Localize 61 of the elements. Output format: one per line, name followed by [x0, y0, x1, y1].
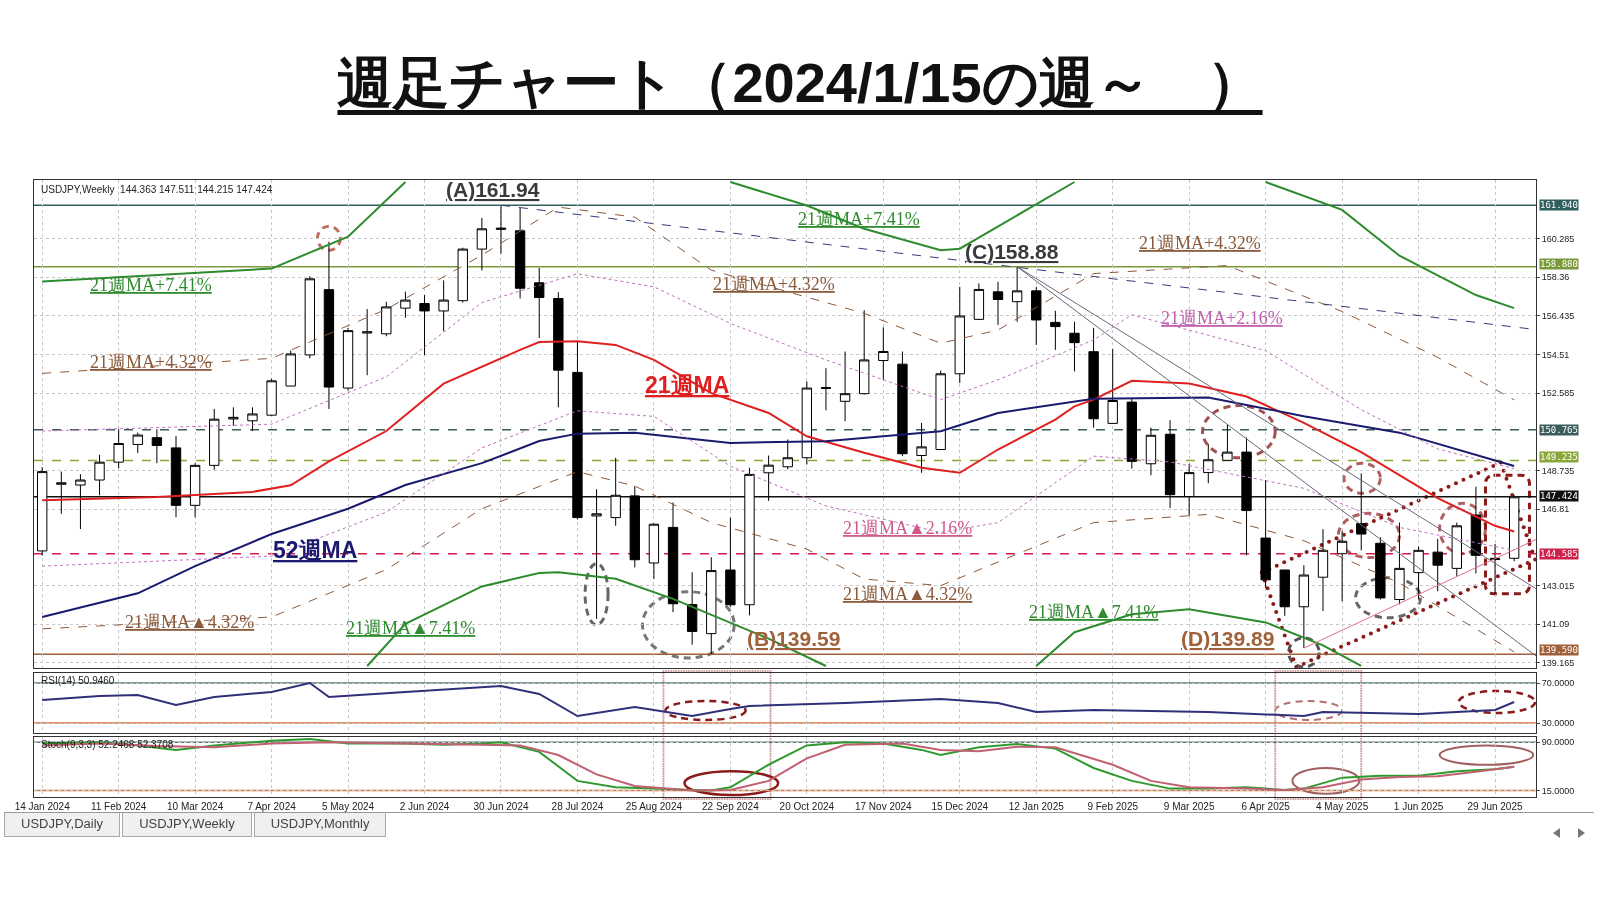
ref-line-label: 161.940 — [1540, 200, 1578, 210]
annotation: 21週MA+2.16% — [1161, 308, 1283, 328]
annotation: 21週MA+4.32% — [1139, 233, 1261, 253]
annotation: 21週MA▲4.32% — [843, 584, 973, 604]
annotation: 21週MA▲2.16% — [843, 518, 973, 538]
x-tick-label: 5 May 2024 — [321, 801, 375, 812]
x-tick-label: 2 Jun 2024 — [399, 801, 450, 812]
x-tick-label: 22 Sep 2024 — [702, 801, 760, 812]
x-tick-label: 30 Jun 2024 — [473, 801, 529, 812]
annotation: 21週MA+4.32% — [713, 274, 835, 294]
x-tick-label: 20 Oct 2024 — [779, 801, 835, 812]
x-tick-label: 14 Jan 2024 — [14, 801, 71, 812]
x-tick-label: 9 Mar 2025 — [1163, 801, 1215, 812]
y-tick-label: 15.0000 — [1541, 785, 1575, 796]
text: USDJPY,Daily — [4, 813, 121, 837]
text: USDJPY,Monthly — [253, 813, 387, 837]
chart-title: 週足チャート（2024/1/15の週～ ） — [336, 50, 1264, 116]
annotation: (C)158.88 — [965, 240, 1059, 263]
y-tick-label: 90.0000 — [1541, 737, 1575, 748]
annotation: 21週MA▲4.32% — [125, 612, 255, 632]
x-tick-label: 25 Aug 2024 — [625, 801, 683, 812]
ref-line-label: 150.765 — [1540, 425, 1578, 435]
x-tick-label: 10 Mar 2024 — [167, 801, 224, 812]
y-tick-label: 139.165 — [1541, 657, 1575, 668]
x-tick-label: 9 Feb 2025 — [1087, 801, 1139, 812]
y-tick-label: 156.435 — [1541, 311, 1575, 322]
annotation: RSI(14) 50.9460 — [41, 675, 115, 686]
y-tick-label: 30.0000 — [1541, 718, 1575, 729]
y-tick-label: 146.81 — [1541, 504, 1570, 515]
annotation: 21週MA — [645, 372, 730, 398]
ref-line-label: 149.235 — [1540, 452, 1578, 462]
y-tick-label: 154.51 — [1541, 349, 1570, 360]
x-tick-label: 1 Jun 2025 — [1393, 801, 1444, 812]
ref-line-label: 144.585 — [1540, 549, 1578, 559]
annotation: (A)161.94 — [446, 178, 540, 201]
y-tick-label: 158.36 — [1541, 272, 1570, 283]
y-tick-label: 141.09 — [1541, 619, 1570, 630]
ref-line-label: 158.880 — [1540, 259, 1578, 269]
x-tick-label: 17 Nov 2024 — [854, 801, 913, 812]
x-tick-label: 12 Jan 2025 — [1008, 801, 1065, 812]
annotation: (D)139.89 — [1181, 627, 1275, 650]
annotation: 52週MA — [273, 537, 358, 563]
ref-line-label: 147.424 — [1540, 491, 1578, 501]
annotation: 21週MA+4.32% — [90, 352, 212, 372]
y-tick-label: 160.285 — [1541, 233, 1575, 244]
text: USDJPY,Weekly — [122, 813, 252, 837]
y-tick-label: 70.0000 — [1541, 678, 1575, 689]
annotation: USDJPY,Weekly 144.363 147.511 144.215 147.424 — [41, 184, 273, 195]
annotation: 21週MA+7.41% — [798, 209, 920, 229]
x-tick-label: 7 Apr 2024 — [247, 801, 297, 812]
y-tick-label: 152.585 — [1541, 388, 1575, 399]
x-tick-label: 4 May 2025 — [1315, 801, 1369, 812]
y-tick-label: 143.015 — [1541, 580, 1575, 591]
x-tick-label: 11 Feb 2024 — [90, 801, 147, 812]
ref-line-label: 139.590 — [1540, 645, 1578, 655]
annotation: 21週MA▲7.41% — [1029, 602, 1159, 622]
y-tick-label: 148.735 — [1541, 465, 1575, 476]
x-tick-label: 29 Jun 2025 — [1467, 801, 1523, 812]
x-tick-label: 6 Apr 2025 — [1241, 801, 1291, 812]
x-tick-label: 28 Jul 2024 — [551, 801, 604, 812]
x-tick-label: 15 Dec 2024 — [931, 801, 989, 812]
